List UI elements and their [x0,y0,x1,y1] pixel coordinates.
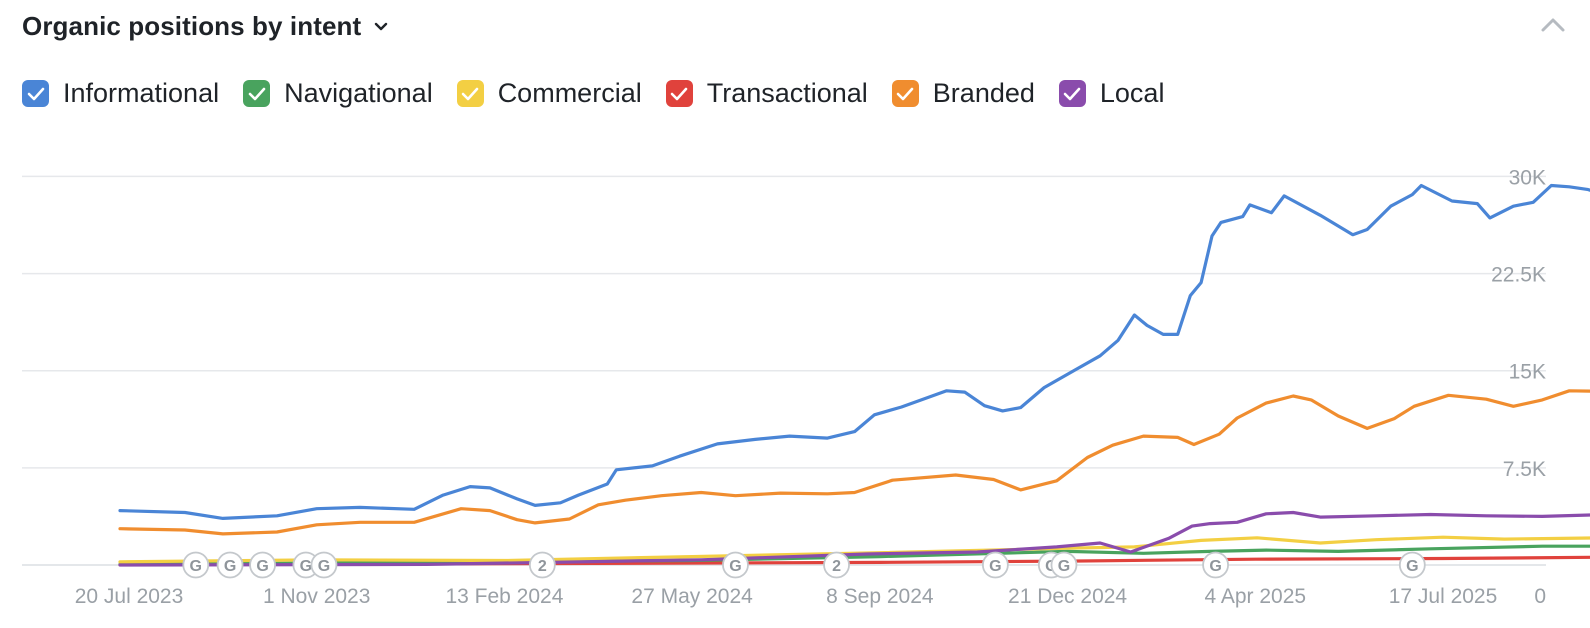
event-marker-label: G [256,558,268,575]
legend-label: Transactional [706,78,868,108]
x-tick-label: 27 May 2024 [631,585,753,608]
google-update-marker-icon [182,551,210,579]
google-update-marker-icon [216,551,244,579]
chart-legend: Informational Navigational Commercial Tr… [22,78,1188,109]
google-update-marker-icon [249,551,276,579]
google-update-marker-icon [1202,551,1229,579]
y-tick-label: 7.5K [1503,458,1546,481]
event-marker-label: G [1209,558,1221,575]
legend-label: Navigational [284,78,433,108]
google-update-marker-icon [1398,551,1426,579]
event-marker-label: 2 [832,558,841,575]
chevron-down-icon[interactable] [371,17,391,37]
legend-label: Informational [63,78,220,108]
event-marker-label: G [224,558,236,575]
check-icon[interactable] [1058,80,1086,107]
check-icon[interactable] [243,80,271,107]
y-tick-label: 22.5K [1491,264,1546,287]
google-update-marker-icon [823,551,850,579]
google-update-marker-icon [722,551,749,579]
legend-item-branded[interactable]: Branded [891,78,1035,109]
event-marker-label: 2 [538,558,547,575]
google-update-marker-icon [528,551,556,579]
x-tick-label: 20 Jul 2023 [75,585,184,608]
check-icon[interactable] [891,80,919,107]
event-marker-label: G [300,558,312,575]
x-tick-label: 13 Feb 2024 [445,585,563,608]
chart-title[interactable]: Organic positions by intent [22,10,362,41]
legend-item-commercial[interactable]: Commercial [456,78,642,109]
google-update-marker-icon [310,551,338,579]
legend-label: Local [1099,78,1165,108]
google-update-marker-icon [981,551,1009,579]
y-tick-label: 0 [1534,585,1546,608]
y-tick-label: 15K [1509,361,1546,384]
legend-item-local[interactable]: Local [1058,78,1165,109]
series-line-informational [118,183,1590,520]
event-marker-label: G [1406,558,1418,575]
event-marker-label: G [1058,558,1070,575]
line-chart[interactable]: 30K 22.5K 15K 7.5K 0 20 Jul 2023 1 Nov 2023 13 … [0,140,1590,628]
x-tick-label: 4 Apr 2025 [1204,585,1306,608]
x-tick-label: 8 Sep 2024 [826,585,934,608]
y-tick-label: 30K [1509,166,1546,189]
event-marker-label: G [989,558,1001,575]
series-line-branded [118,389,1590,536]
google-update-marker-icon [1050,551,1078,579]
legend-item-informational[interactable]: Informational [22,78,219,109]
chevron-up-icon[interactable] [1540,17,1566,38]
x-tick-label: 17 Jul 2025 [1389,585,1498,608]
check-icon[interactable] [22,80,49,107]
legend-label: Branded [932,78,1035,108]
check-icon[interactable] [456,80,484,107]
event-marker-label: G [190,558,202,575]
x-tick-label: 21 Dec 2024 [1008,585,1127,608]
collapse-button[interactable] [1536,10,1570,44]
event-marker-label: G [729,558,741,575]
check-icon[interactable] [665,80,693,107]
chart-header: Organic positions by intent [22,8,391,44]
event-marker-label: G [318,558,330,575]
legend-item-transactional[interactable]: Transactional [665,78,868,109]
legend-item-navigational[interactable]: Navigational [243,78,433,109]
series-line-local [118,510,1590,567]
x-tick-label: 1 Nov 2023 [263,585,370,608]
legend-label: Commercial [497,78,642,108]
